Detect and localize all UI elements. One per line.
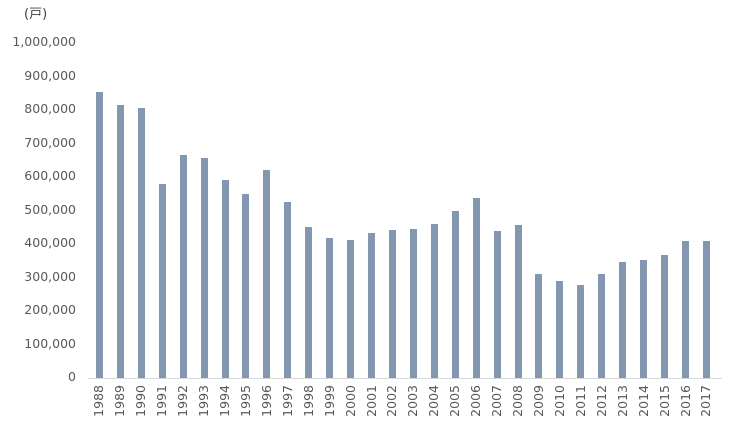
y-axis-tick-label: 600,000 [24,168,76,183]
bar-1989 [116,104,124,378]
x-axis-label-2012: 2012 [593,385,609,417]
x-axis-label-1999: 1999 [321,385,337,417]
x-axis-label-2010: 2010 [551,385,567,417]
x-axis-label-1989: 1989 [112,385,128,417]
y-axis-tick-label: 200,000 [24,302,76,317]
y-axis-tick-label: 900,000 [24,67,76,83]
bar-2009 [535,273,543,378]
y-axis-tick-label: 300,000 [24,268,76,284]
bar-2000 [347,239,355,378]
bar-2005 [451,210,459,378]
bar-2002 [388,230,396,378]
x-axis-label-1992: 1992 [175,385,191,417]
bar-1996 [263,170,271,378]
bar-2013 [619,262,627,378]
y-axis-tick-label: 700,000 [24,134,76,150]
bar-2001 [368,233,376,378]
x-axis-label-2008: 2008 [510,385,526,417]
bar-2017 [702,241,710,378]
y-axis-tick-label: 100,000 [24,335,76,351]
x-axis-label-2014: 2014 [635,385,651,417]
bar-1988 [95,91,103,378]
x-axis-label-2013: 2013 [614,385,630,417]
bar-2014 [640,260,648,378]
x-axis-label-2017: 2017 [698,385,714,417]
bar-1997 [284,202,292,378]
y-axis-tick-label: 0 [68,369,76,384]
bar-1992 [179,155,187,378]
bar-2016 [682,241,689,378]
x-axis-label-1995: 1995 [237,385,253,417]
x-axis-label-1993: 1993 [196,385,212,417]
y-axis-tick-label: 500,000 [24,201,76,217]
x-axis-label-2009: 2009 [530,385,546,417]
bar-1991 [158,184,166,378]
y-axis-unit-label: (戸) [24,7,48,22]
x-axis-line [88,378,722,379]
x-axis-label-1991: 1991 [154,385,170,417]
x-axis-label-2015: 2015 [656,385,672,417]
bar-2004 [430,224,438,378]
bar-2012 [598,274,606,378]
x-axis-label-1998: 1998 [300,385,316,417]
x-axis-label-2004: 2004 [426,385,442,417]
x-axis-label-1997: 1997 [279,385,295,417]
bar-2011 [577,285,585,378]
bar-2003 [409,229,417,378]
bar-2008 [514,224,522,378]
x-axis-label-2003: 2003 [405,385,421,417]
bar-1998 [305,227,313,378]
x-axis-label-2000: 2000 [342,385,358,417]
bar-1999 [326,238,334,378]
x-axis-label-1988: 1988 [91,385,107,417]
bar-2010 [556,281,564,378]
x-axis-label-1994: 1994 [217,385,233,417]
bar-2015 [661,254,669,378]
y-axis-tick-label: 400,000 [24,235,76,250]
bar-2006 [472,197,480,378]
bar-1993 [200,157,208,378]
x-axis-label-1996: 1996 [258,385,274,417]
x-axis-label-2011: 2011 [572,385,588,417]
bar-1994 [221,179,229,378]
x-axis-label-2001: 2001 [363,385,379,417]
bar-2007 [493,231,501,378]
x-axis-label-2006: 2006 [468,385,484,417]
bar-1995 [242,194,250,378]
x-axis-label-2005: 2005 [447,385,463,417]
x-axis-label-1990: 1990 [133,385,149,417]
y-axis-tick-label: 1,000,000 [12,34,76,49]
y-axis-tick-label: 800,000 [24,101,76,116]
x-axis-label-2007: 2007 [489,385,505,417]
x-axis-label-2002: 2002 [384,385,400,417]
bar-1990 [137,108,145,378]
x-axis-label-2016: 2016 [677,385,693,417]
